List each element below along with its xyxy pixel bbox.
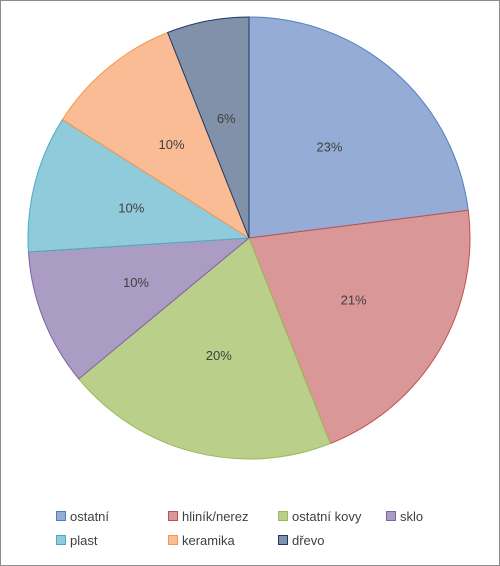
legend-swatch <box>168 511 178 521</box>
pie-slices <box>27 16 471 460</box>
legend-label: keramika <box>182 532 235 548</box>
pie-slice-hlinik-nerez <box>248 209 471 445</box>
data-label-plast: 10% <box>118 200 144 215</box>
pie-slice-ostatni <box>248 16 469 239</box>
legend-swatch <box>386 511 396 521</box>
legend-swatch <box>278 535 288 545</box>
pie-slice-drevo <box>166 16 250 239</box>
data-label-keramika: 10% <box>159 137 185 152</box>
legend-label: hliník/nerez <box>182 508 249 524</box>
data-label-ostatni-kovy: 20% <box>206 348 232 363</box>
legend-label: ostatní kovy <box>292 508 362 524</box>
pie-chart: 23% 21% 20% 10% 10% 10% 6% <box>27 16 471 460</box>
pie-slice-keramika <box>61 31 251 240</box>
legend-label: sklo <box>400 508 424 524</box>
pie-slice-plast <box>27 118 251 253</box>
data-label-hlinik-nerez: 21% <box>341 292 367 307</box>
legend-swatch <box>56 535 66 545</box>
legend-item-drevo: dřevo <box>278 533 386 548</box>
pie-data-labels: 23% 21% 20% 10% 10% 10% 6% <box>118 111 367 363</box>
pie-slice-sklo <box>27 237 251 380</box>
legend-label: plast <box>70 532 98 548</box>
data-label-drevo: 6% <box>217 111 236 126</box>
data-label-ostatni: 23% <box>316 139 342 154</box>
legend-item-sklo: sklo <box>386 509 446 524</box>
legend-row-1: ostatní hliník/nerez ostatní kovy sklo <box>56 504 476 528</box>
data-label-sklo: 10% <box>123 275 149 290</box>
legend-item-ostatni: ostatní <box>56 509 168 524</box>
legend-row-2: plast keramika dřevo <box>56 528 476 552</box>
legend-item-ostatni-kovy: ostatní kovy <box>278 509 386 524</box>
legend-label: ostatní <box>70 508 110 524</box>
legend-item-keramika: keramika <box>168 533 278 548</box>
pie-slice-ostatni-kovy <box>78 237 332 460</box>
legend-swatch <box>278 511 288 521</box>
legend-label: dřevo <box>292 532 325 548</box>
legend-item-plast: plast <box>56 533 168 548</box>
legend-swatch <box>56 511 66 521</box>
legend-swatch <box>168 535 178 545</box>
chart-legend: ostatní hliník/nerez ostatní kovy sklo p… <box>56 504 476 552</box>
legend-item-hlinik-nerez: hliník/nerez <box>168 509 278 524</box>
